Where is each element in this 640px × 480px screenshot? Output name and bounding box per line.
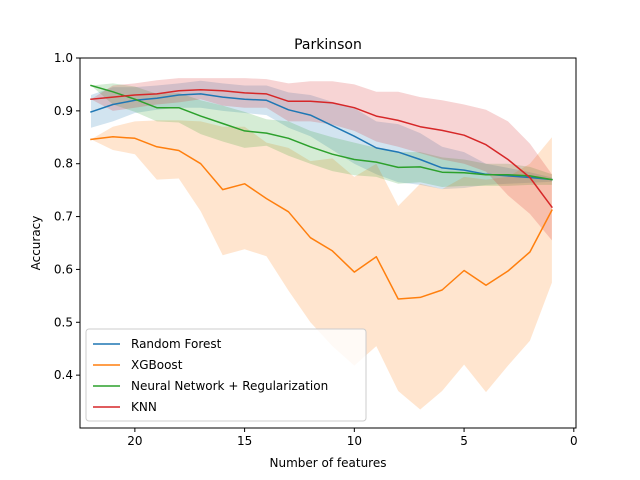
x-axis-ticks: 20 15 10 5 0 — [127, 428, 578, 448]
x-tick-label-15: 15 — [237, 434, 252, 448]
x-tick-label-20: 20 — [127, 434, 142, 448]
x-tick-label-0: 0 — [570, 434, 578, 448]
y-tick-label-0.8: 0.8 — [54, 157, 73, 171]
x-axis-label: Number of features — [270, 456, 387, 470]
legend-label-knn: KNN — [131, 400, 157, 414]
line-xgboost — [90, 136, 553, 300]
y-axis-ticks: 0.4 0.5 0.6 0.7 0.8 0.9 1.0 — [54, 51, 80, 382]
x-tick-label-10: 10 — [347, 434, 362, 448]
y-tick-label-0.6: 0.6 — [54, 262, 73, 276]
y-tick-label-1.0: 1.0 — [54, 51, 73, 65]
y-tick-label-0.9: 0.9 — [54, 104, 73, 118]
plot-area-frame — [79, 57, 577, 429]
band-xgboost — [91, 120, 552, 410]
legend-label-xgboost: XGBoost — [131, 358, 183, 372]
chart-title: Parkinson — [294, 37, 362, 53]
y-tick-label-0.7: 0.7 — [54, 210, 73, 224]
band-knn — [91, 78, 552, 241]
y-tick-label-0.5: 0.5 — [54, 315, 73, 329]
y-tick-label-0.4: 0.4 — [54, 368, 73, 382]
x-tick-label-5: 5 — [460, 434, 468, 448]
band-neural-network-regularization — [91, 83, 552, 187]
line-knn — [90, 88, 553, 209]
line-random-forest — [90, 93, 553, 181]
confidence-bands — [91, 78, 552, 410]
y-axis-label: Accuracy — [29, 216, 43, 271]
band-random-forest — [91, 80, 552, 190]
legend-label-random-forest: Random Forest — [131, 337, 222, 351]
series-lines — [90, 84, 553, 300]
legend-box — [85, 328, 367, 422]
legend: Random Forest XGBoost Neural Network + Reg… — [85, 328, 367, 422]
legend-label-neural-network-regularization: Neural Network + Regularization — [131, 379, 328, 393]
line-neural-network-regularization — [90, 84, 553, 181]
